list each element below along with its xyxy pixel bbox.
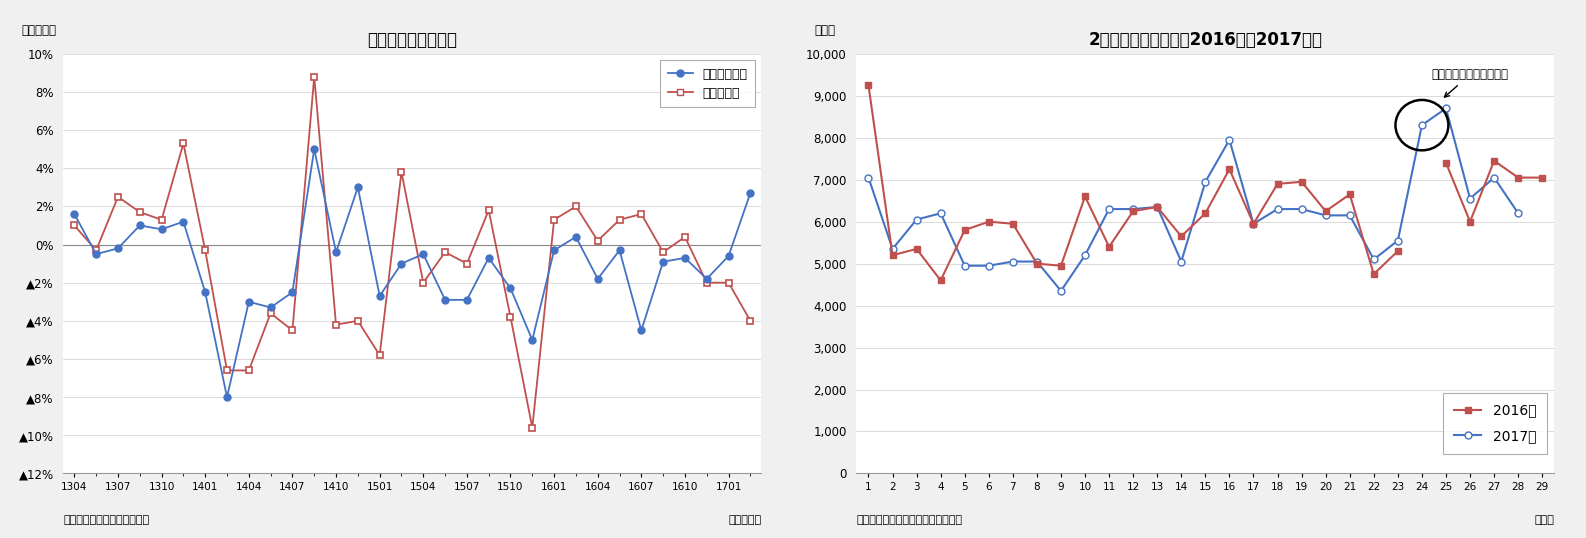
Title: 2月の日別消費支出（2016年、2017年）: 2月の日別消費支出（2016年、2017年）: [1088, 31, 1323, 49]
Title: 実質消費支出の推移: 実質消費支出の推移: [368, 31, 457, 49]
Text: （資料）総務省統計局「家計調査」: （資料）総務省統計局「家計調査」: [856, 515, 963, 526]
Legend: 実質消費支出, 除く住居等: 実質消費支出, 除く住居等: [660, 60, 755, 107]
Legend: 2016年, 2017年: 2016年, 2017年: [1443, 393, 1548, 454]
Text: （円）: （円）: [815, 24, 836, 37]
Text: （日）: （日）: [1534, 515, 1554, 526]
Text: （前年比）: （前年比）: [22, 24, 57, 37]
Text: （資料）総務省「家計調査」: （資料）総務省「家計調査」: [63, 515, 149, 526]
Text: プレミアム・フライデー: プレミアム・フライデー: [1432, 68, 1508, 97]
Text: （年・月）: （年・月）: [728, 515, 761, 526]
